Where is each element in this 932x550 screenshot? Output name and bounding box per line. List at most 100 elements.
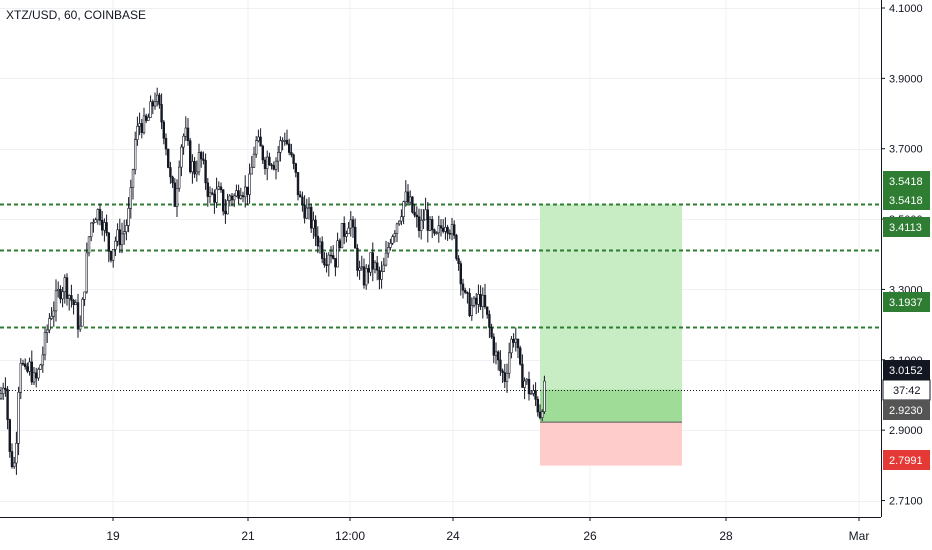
candle-body [430,219,434,231]
candle-body [400,216,403,222]
candle-body [433,229,436,234]
candle-body [384,252,388,266]
candle-body [320,241,324,259]
candle-body [386,247,390,254]
candle-body [211,192,214,195]
candle-body [492,336,495,356]
candle-body [402,201,405,217]
candle-body [37,368,40,379]
candle-body [70,295,73,301]
candle-body [448,232,451,235]
candle-body [153,101,157,107]
candle-body [527,378,531,395]
candle-body [74,302,78,306]
candle-body [4,387,7,390]
candle-body [13,462,16,468]
candle-body [426,209,429,231]
candle-body [312,219,315,229]
candle-body [162,121,165,139]
candle-body [112,249,115,261]
level-price-label-text: 3.4113 [889,222,922,234]
candle-body [105,222,108,234]
candle-body [263,159,267,169]
x-tick-label: Mar [849,529,870,543]
candle-body [156,94,159,102]
candle-body [120,233,124,246]
candle-body [479,293,482,307]
candle-body [204,160,207,184]
candle-body [290,152,293,156]
profit-zone [540,204,682,423]
candle-body [472,297,476,306]
candle-body [351,219,355,228]
candle-body [8,419,11,452]
candle-body [362,266,366,286]
candle-body [411,196,414,213]
candle-body [134,139,137,170]
candle-body [518,347,522,365]
candle-body [455,235,458,259]
candle-body [63,277,67,293]
candle-body [536,398,540,413]
candle-body [327,254,330,266]
candle-body [85,252,89,293]
time-axis[interactable]: 19 21 12:00 24 26 28 Mar [0,517,881,550]
candle-body [404,191,407,202]
candle-body [485,306,489,315]
candle-body [224,210,227,215]
candle-body [193,161,196,175]
candle-body [450,224,454,235]
candle-body [1,387,5,395]
candle-body [268,156,271,166]
candle-body [375,262,379,271]
candle-body [369,252,372,273]
candle-body [15,443,18,464]
candle-body [94,219,97,223]
candle-body [83,291,86,300]
candle-body [195,171,198,175]
candle-body [10,451,14,468]
candle-body [215,188,218,203]
candle-body [446,227,449,234]
candle-body [92,221,95,224]
candle-body [186,127,190,142]
candle-body [336,240,339,268]
candle-body [173,182,176,207]
candle-body [523,380,526,388]
price-labels: 3.5418 3.5418 3.4113 3.1937 3.0152 37:42 2.923… [882,171,931,470]
candle-body [81,299,84,327]
candle-body [103,222,106,231]
candle-body [481,294,484,307]
candle-body [301,196,304,206]
candle-body [129,187,132,209]
candle-body [167,148,170,168]
candle-body [494,351,498,356]
candle-body [32,372,36,383]
candle-body [279,140,282,153]
candle-body [309,206,313,229]
candle-body [329,254,333,257]
candle-body [314,219,317,237]
candle-body [395,223,399,234]
candle-body [470,305,473,316]
candle-body [512,338,515,343]
candle-body [200,152,203,160]
candle-body [160,104,163,123]
candle-body [21,362,25,365]
candle-body [393,233,396,237]
candle-body [538,411,542,419]
candle-body [136,125,139,140]
candle-body [474,297,478,305]
candle-body [435,232,438,235]
y-tick-label: 2.9000 [889,425,923,437]
candle-body [490,327,493,338]
candle-body [261,145,264,161]
candle-body [342,223,346,237]
candle-body [521,363,524,388]
candle-body [349,219,352,229]
candle-body [360,266,363,269]
position-zones [540,204,682,466]
candle-body [59,288,62,300]
candle-body [114,240,117,250]
